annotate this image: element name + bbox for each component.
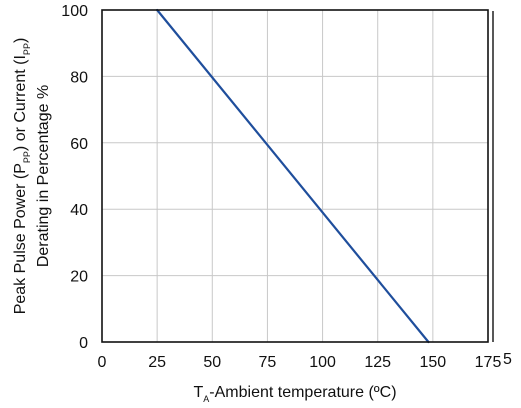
- x-axis-label: TA-Ambient temperature (ºC): [193, 384, 396, 404]
- series-layer: [156, 8, 430, 344]
- x-label-subscript: A: [203, 394, 209, 404]
- y-label-subscript-1: PP: [22, 151, 32, 163]
- derating-curve: [156, 8, 430, 344]
- x-tick-label: 100: [309, 354, 336, 371]
- y-tick-label: 0: [79, 335, 88, 352]
- y-tick-label: 60: [70, 136, 88, 153]
- x-tick-label: 50: [203, 354, 221, 371]
- y-axis-label-line-1: Peak Pulse Power (PPP) or Current (IPP): [12, 38, 32, 315]
- x-tick-label: 25: [148, 354, 166, 371]
- y-label-part-c: ): [12, 38, 29, 43]
- y-axis-label-line-2: Derating in Percentage %: [35, 85, 52, 267]
- y-tick-label: 100: [61, 3, 88, 20]
- x-label-rest: -Ambient temperature (ºC): [209, 384, 396, 401]
- y-tick-label: 80: [70, 69, 88, 86]
- tick-label-layer: 0 25 50 75 100 125 150 175 0 20 40 60 80 100: [61, 3, 501, 371]
- x-tick-label: 175: [475, 354, 502, 371]
- x-tick-label: 125: [364, 354, 391, 371]
- plot-frame: [101, 9, 489, 343]
- edge-glyph: 5: [503, 351, 512, 368]
- x-tick-label: 75: [259, 354, 277, 371]
- x-tick-label: 0: [98, 354, 107, 371]
- grid-layer: [102, 10, 488, 342]
- y-label-part-a: Peak Pulse Power (P: [12, 163, 29, 314]
- x-label-main: T: [193, 384, 203, 401]
- x-tick-label: 150: [420, 354, 447, 371]
- y-label-part-b: ) or Current (I: [12, 55, 29, 151]
- y-tick-label: 40: [70, 202, 88, 219]
- y-label-subscript-2: PP: [22, 43, 32, 55]
- y-tick-label: 20: [70, 269, 88, 286]
